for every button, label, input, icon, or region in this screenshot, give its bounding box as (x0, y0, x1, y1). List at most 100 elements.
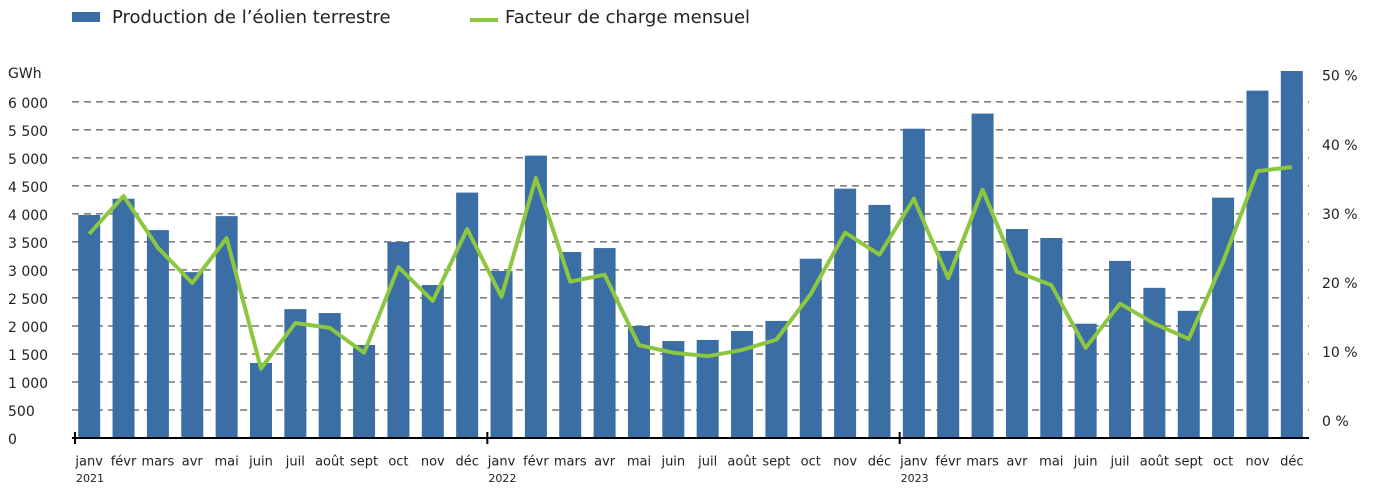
bar (146, 230, 169, 438)
legend-swatch (72, 12, 100, 22)
x-tick-label: déc (1280, 455, 1303, 470)
x-tick-label: janv (74, 455, 103, 470)
x-tick-label: janv (487, 455, 516, 470)
x-tick-label: juin (660, 455, 685, 470)
bar (593, 248, 616, 438)
x-tick-label: avr (1006, 455, 1028, 470)
bar (456, 192, 479, 438)
bar (524, 155, 547, 438)
legend-label: Facteur de charge mensuel (505, 7, 750, 28)
x-tick-label: févr (111, 455, 137, 470)
y-tick-label: 2 500 (8, 292, 48, 308)
x-tick-label: avr (594, 455, 616, 470)
y2-tick-label: 0 % (1322, 414, 1349, 430)
x-tick-label: déc (455, 455, 478, 470)
y2-tick-label: 40 % (1322, 138, 1358, 154)
x-tick-label: sept (1175, 455, 1203, 470)
bar (1143, 287, 1166, 438)
x-tick-label: mars (142, 455, 175, 470)
x-tick-label: oct (388, 455, 408, 470)
legend-label: Production de l’éolien terrestre (112, 7, 391, 28)
line (87, 164, 1293, 371)
year-label: 2021 (76, 472, 104, 485)
x-tick-label: févr (935, 455, 961, 470)
bar (696, 339, 719, 438)
bar (112, 198, 135, 438)
x-tick-label: déc (868, 455, 891, 470)
bar (387, 241, 410, 438)
bar (971, 113, 994, 439)
bar (490, 271, 513, 438)
x-tick-label: sept (762, 455, 790, 470)
y-tick-label: 500 (8, 404, 35, 420)
y-tick-label: 0 (8, 432, 17, 448)
x-tick-label: mai (1039, 455, 1063, 470)
x-tick-label: mars (966, 455, 999, 470)
bar (1074, 323, 1097, 438)
x-tick-label: juil (1109, 455, 1129, 470)
bar (1212, 197, 1235, 438)
y2-tick-label: 30 % (1322, 207, 1358, 223)
x-tick-label: nov (421, 455, 445, 470)
x-tick-label: sept (350, 455, 378, 470)
bar (1246, 90, 1269, 438)
bar (834, 188, 857, 438)
bar (284, 309, 307, 438)
x-tick-label: mai (215, 455, 239, 470)
bar (1177, 310, 1200, 438)
bar (181, 272, 204, 438)
x-tick-label: juin (1073, 455, 1098, 470)
bar (1280, 71, 1303, 438)
x-tick-label: juil (285, 455, 305, 470)
y2-tick-label: 50 % (1322, 69, 1358, 85)
y-tick-label: 2 000 (8, 320, 48, 336)
bar (1040, 237, 1063, 438)
x-tick-label: janv (899, 455, 928, 470)
x-tick-label: mai (627, 455, 651, 470)
year-label: 2022 (488, 472, 516, 485)
bar (353, 344, 376, 438)
bar (318, 313, 341, 438)
x-tick-label: oct (801, 455, 821, 470)
bar (799, 258, 822, 438)
y-tick-label: 1 000 (8, 376, 48, 392)
bar (662, 341, 685, 438)
y-tick-label: 1 500 (8, 348, 48, 364)
y-tick-label: 4 500 (8, 180, 48, 196)
bar (1005, 229, 1028, 438)
x-tick-label: mars (554, 455, 587, 470)
bar (1109, 260, 1132, 438)
bar (249, 362, 272, 438)
bar (627, 325, 650, 438)
y-tick-label: 4 000 (8, 208, 48, 224)
x-tick-label: août (1140, 455, 1169, 470)
y-tick-label: 6 000 (8, 96, 48, 112)
x-tick-label: avr (182, 455, 204, 470)
bar (868, 204, 891, 438)
bar (421, 285, 444, 438)
bar (902, 128, 925, 438)
bar (559, 251, 582, 438)
x-tick-label: août (315, 455, 344, 470)
x-tick-label: juin (248, 455, 273, 470)
y-tick-label: 3 000 (8, 264, 48, 280)
bar (78, 214, 101, 438)
y-axis-label: GWh (8, 66, 42, 82)
y2-tick-label: 10 % (1322, 345, 1358, 361)
x-tick-label: nov (1246, 455, 1270, 470)
x-tick-label: juil (697, 455, 717, 470)
x-tick-label: févr (523, 455, 549, 470)
x-tick-label: août (727, 455, 756, 470)
y-tick-label: 3 500 (8, 236, 48, 252)
y-tick-label: 5 500 (8, 124, 48, 140)
x-tick-label: oct (1213, 455, 1233, 470)
bar (731, 330, 754, 438)
bar (937, 250, 960, 438)
year-label: 2023 (901, 472, 929, 485)
y-tick-label: 5 000 (8, 152, 48, 168)
x-tick-label: nov (833, 455, 857, 470)
bar (215, 216, 238, 438)
bar (765, 320, 788, 438)
y2-tick-label: 20 % (1322, 276, 1358, 292)
